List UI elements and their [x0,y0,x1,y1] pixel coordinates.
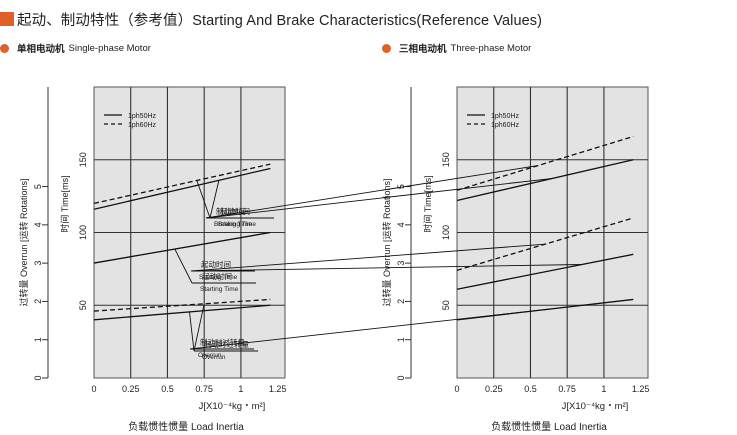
chart-2-x-tick-label: 0.5 [524,384,537,394]
chart-1-overrun-axis-title: 过转量 Overrun [运转 Rotations] [18,178,29,306]
chart-1-x-tick-label: 0.5 [161,384,174,394]
chart-2-legend-dashed-label: 1ph60Hz [491,122,520,129]
chart-2-overrun-tick-label: 5 [396,184,406,189]
chart-1-series-overrun-solid [93,304,271,321]
chart-2-overrun-tick-label: 2 [396,299,406,304]
chart-1-series-braking-dashed [93,163,271,205]
chart-1-series-overrun-dashed [93,298,271,312]
chart-2-overrun-tick-label: 0 [396,375,406,380]
chart-2-x-unit-label: J[X10⁻⁴kg・m²] [562,401,629,412]
chart-1-braking-leader-line [196,180,211,219]
chart-1-x-caption: 负载惯性惯量 Load Inertia [128,420,244,433]
chart-1-series-braking-solid [93,167,271,210]
chart-2-starting-leader-line [190,243,546,272]
chart-1-time-axis-title: 时间 Time[ms] [59,175,70,232]
chart-1-starting-label-cn: 起动时间 [202,271,232,281]
chart-1-braking-leader-line [209,180,220,219]
chart-1-overrun-label-en: Overrun [202,354,226,361]
chart-1-x-unit-label: J[X10⁻⁴kg・m²] [199,401,266,412]
chart-2-x-tick-label: 0.25 [485,384,503,394]
chart-2-starting-label-cn: 起动时间 [201,259,231,269]
chart-1-overrun-tick-label: 5 [33,184,43,189]
chart-1-legend-solid-label: 1ph50Hz [128,113,157,120]
chart-2-subtitle: 三相电动机 Three-phase Motor [382,41,531,55]
chart-2-overrun-tick-label: 1 [396,337,406,342]
chart-2-overrun-axis-title: 过转量 Overrun [运转 Rotations] [381,178,392,306]
chart-1-subtitle-cn: 单相电动机 [17,44,65,55]
chart-1-x-tick-label: 1.25 [269,384,287,394]
chart-2-series-starting-solid [456,253,634,290]
chart-1-overrun-tick-label: 1 [33,337,43,342]
chart-1-braking-label-cn: 制动时间 [220,206,250,216]
chart-2-overrun-label-cn: 制动时过转量 [200,337,245,347]
chart-1-time-tick-label: 100 [78,225,88,240]
bullet-dot-icon [0,43,9,53]
chart-2-braking-label-cn: 制动时间 [216,206,246,216]
chart-1-overrun-tick-label: 4 [33,222,43,227]
chart-1-starting-leader-line [174,248,193,284]
chart-2-series-braking-solid [456,159,634,202]
chart-2-x-caption: 负载惯性惯量 Load Inertia [491,420,607,433]
chart-2-starting-label-en: Starting Time [199,274,238,281]
chart-2-overrun-label-en: Overrun [198,352,222,359]
chart-2-series-braking-dashed [456,135,634,191]
chart-2-subtitle-cn: 三相电动机 [399,44,447,55]
chart-1-overrun-label-cn: 制动时过转量 [204,339,249,349]
chart-1-overrun-leader-line [189,311,195,352]
chart-1-time-tick-label: 150 [78,152,88,167]
chart-2-starting-leader-line [190,264,582,272]
chart-2-overrun-tick-label: 4 [396,222,406,227]
chart-1-starting-label-en: Starting Time [200,286,239,293]
chart-2-time-axis-title: 时间 Time[ms] [422,175,433,232]
chart-2-time-tick-label: 100 [441,225,451,240]
chart-1-overrun-tick-label: 2 [33,299,43,304]
chart-2-braking-label-en: Braking Time [214,221,252,228]
title-accent-square [0,12,14,26]
chart-2-braking-leader-line [205,165,538,219]
chart-1-time-tick-label: 50 [78,300,88,310]
bullet-dot-icon [382,43,391,53]
page-title: 起动、制动特性（参考值）Starting And Brake Character… [17,12,543,29]
chart-1-legend-dashed-label: 1ph60Hz [128,122,157,129]
chart-2-legend-solid-label: 1ph50Hz [491,113,520,120]
chart-2-x-tick-label: 0 [454,384,459,394]
chart-2-braking-leader-line [205,177,553,219]
chart-1-subtitle: 单相电动机 Single-phase Motor [0,41,151,55]
chart-1-series-starting-solid [93,231,271,264]
chart-1-x-tick-label: 0.75 [195,384,213,394]
chart-1-overrun-tick-label: 0 [33,375,43,380]
chart-1-subtitle-en: Single-phase Motor [68,42,151,54]
chart-1-overrun-tick-label: 3 [33,261,43,266]
chart-1-x-tick-label: 0.25 [122,384,140,394]
chart-2-x-tick-label: 1 [601,384,606,394]
chart-2-subtitle-en: Three-phase Motor [450,42,532,54]
chart-2-x-tick-label: 0.75 [558,384,576,394]
chart-2-overrun-tick-label: 3 [396,261,406,266]
chart-2-time-tick-label: 150 [441,152,451,167]
chart-2-x-tick-label: 1.25 [632,384,650,394]
chart-2-overrun-leader-line [189,308,553,350]
chart-1-overrun-leader-line [193,303,205,352]
title-bar: 起动、制动特性（参考值）Starting And Brake Character… [0,8,542,30]
chart-1-braking-label-en: Braking Time [218,221,256,228]
chart-1-x-tick-label: 1 [238,384,243,394]
chart-2-time-tick-label: 50 [441,300,451,310]
chart-1-x-tick-label: 0 [91,384,96,394]
